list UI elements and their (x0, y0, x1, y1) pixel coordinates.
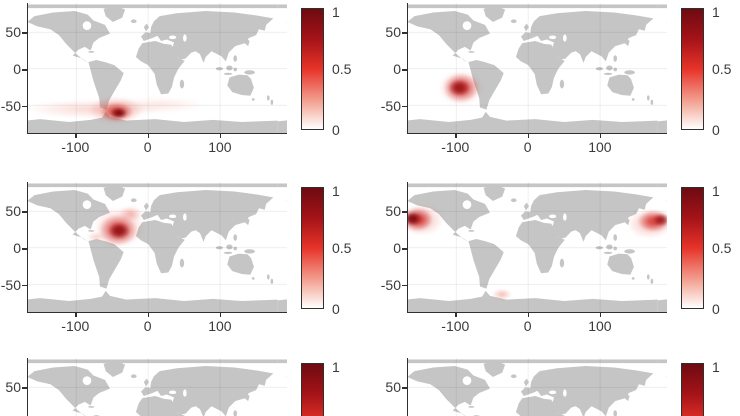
colorbar-tick-label: 1 (712, 4, 720, 20)
map-panel-4: -100 0 100 50 0 -50 1 0.5 0 (381, 182, 731, 333)
y-axis-tick (22, 211, 27, 213)
y-axis-tick (402, 69, 407, 71)
colorbar (301, 187, 324, 309)
heat-blob (651, 213, 667, 227)
x-axis-tick (147, 313, 149, 317)
y-axis-tick (22, 32, 27, 34)
x-tick-label: 100 (208, 318, 232, 334)
y-tick-label: 50 (385, 203, 401, 220)
map-panel-1: -100 0 100 50 0 -50 1 0.5 0 (1, 3, 351, 154)
heat-blob (448, 78, 470, 97)
heatmap-blob-layer (28, 3, 287, 133)
x-tick-label: 100 (208, 139, 232, 155)
heat-blob (86, 231, 106, 242)
y-tick-label: -50 (0, 98, 21, 114)
colorbar-tick-label: 0.5 (712, 61, 732, 77)
y-tick-label: 50 (385, 24, 401, 41)
heatmap-blob-layer (408, 358, 667, 416)
y-tick-label: 50 (5, 379, 21, 396)
colorbar-tick-label: 1 (332, 183, 340, 199)
x-axis-tick (527, 313, 529, 317)
heatmap-blob-layer (28, 182, 287, 312)
y-tick-label: -50 (380, 277, 401, 293)
colorbar-tick-label: 1 (332, 4, 340, 20)
colorbar-tick-label: 1 (332, 359, 340, 375)
x-tick-label: 0 (523, 139, 532, 155)
heat-blob (408, 211, 421, 226)
colorbar-tick-label: 1 (712, 183, 720, 199)
y-tick-label: 50 (5, 24, 21, 41)
y-axis-tick (402, 387, 407, 389)
y-tick-label: -50 (0, 277, 21, 293)
y-tick-label: 50 (5, 203, 21, 220)
y-tick-label: 0 (13, 240, 21, 257)
colorbar-tick-label: 0 (712, 122, 720, 138)
x-tick-label: -100 (441, 318, 470, 334)
y-axis-tick (22, 387, 27, 389)
x-tick-label: -100 (61, 318, 90, 334)
x-axis-tick (599, 313, 602, 317)
y-axis-tick (22, 248, 27, 250)
world-map (407, 358, 667, 416)
colorbar-tick-label: 0.5 (712, 240, 732, 256)
colorbar-tick-label: 0 (332, 301, 340, 317)
colorbar (681, 187, 704, 309)
y-axis-tick (22, 285, 27, 287)
x-tick-label: 0 (523, 318, 532, 334)
heat-blob (110, 107, 128, 119)
x-tick-label: 0 (143, 318, 152, 334)
x-axis-tick (75, 313, 77, 317)
x-axis-tick (219, 313, 222, 317)
map-panel-3: -100 0 100 50 0 -50 1 0.5 0 (1, 182, 351, 333)
world-map (27, 358, 287, 416)
y-axis-tick (402, 106, 407, 108)
heat-blob (112, 97, 206, 114)
colorbar-tick-label: 0.5 (332, 240, 352, 256)
heat-blob (108, 222, 131, 240)
map-panel-5: -100 0 100 50 0 -50 1 0.5 0 (5, 358, 340, 416)
colorbar (301, 8, 324, 130)
x-tick-label: 100 (588, 318, 612, 334)
world-map (27, 3, 287, 134)
y-axis-tick (402, 285, 407, 287)
colorbar-tick-label: 0 (712, 301, 720, 317)
y-axis-tick (402, 211, 407, 213)
x-axis-tick (527, 134, 529, 138)
x-axis-tick (455, 134, 457, 138)
x-tick-label: 0 (143, 139, 152, 155)
heatmap-blob-layer (408, 182, 667, 312)
y-tick-label: 0 (393, 61, 401, 78)
x-axis-tick (599, 134, 602, 138)
y-tick-label: 0 (13, 61, 21, 78)
heatmap-blob-layer (28, 358, 287, 416)
map-panel-2: -100 0 100 50 0 -50 1 0.5 0 (381, 3, 731, 154)
y-tick-label: 50 (385, 379, 401, 396)
colorbar-tick-label: 0 (332, 122, 340, 138)
world-map (407, 182, 667, 313)
x-axis-tick (75, 134, 77, 138)
y-tick-label: -50 (380, 98, 401, 114)
colorbar (681, 363, 704, 416)
y-axis-tick (402, 248, 407, 250)
colorbar (301, 363, 324, 416)
world-map (27, 182, 287, 313)
world-map (407, 3, 667, 134)
y-axis-tick (402, 32, 407, 34)
y-axis-tick (22, 69, 27, 71)
y-tick-label: 0 (393, 240, 401, 257)
colorbar-tick-label: 0.5 (332, 61, 352, 77)
heat-blob (492, 289, 513, 300)
heatmap-blob-layer (408, 3, 667, 133)
x-axis-tick (147, 134, 149, 138)
map-panel-6: -100 0 100 50 0 -50 1 0.5 0 (385, 358, 720, 416)
x-tick-label: -100 (441, 139, 470, 155)
x-axis-tick (219, 134, 222, 138)
colorbar-tick-label: 1 (712, 359, 720, 375)
x-tick-label: 100 (588, 139, 612, 155)
y-axis-tick (22, 106, 27, 108)
x-axis-tick (455, 313, 457, 317)
x-tick-label: -100 (61, 139, 90, 155)
colorbar (681, 8, 704, 130)
